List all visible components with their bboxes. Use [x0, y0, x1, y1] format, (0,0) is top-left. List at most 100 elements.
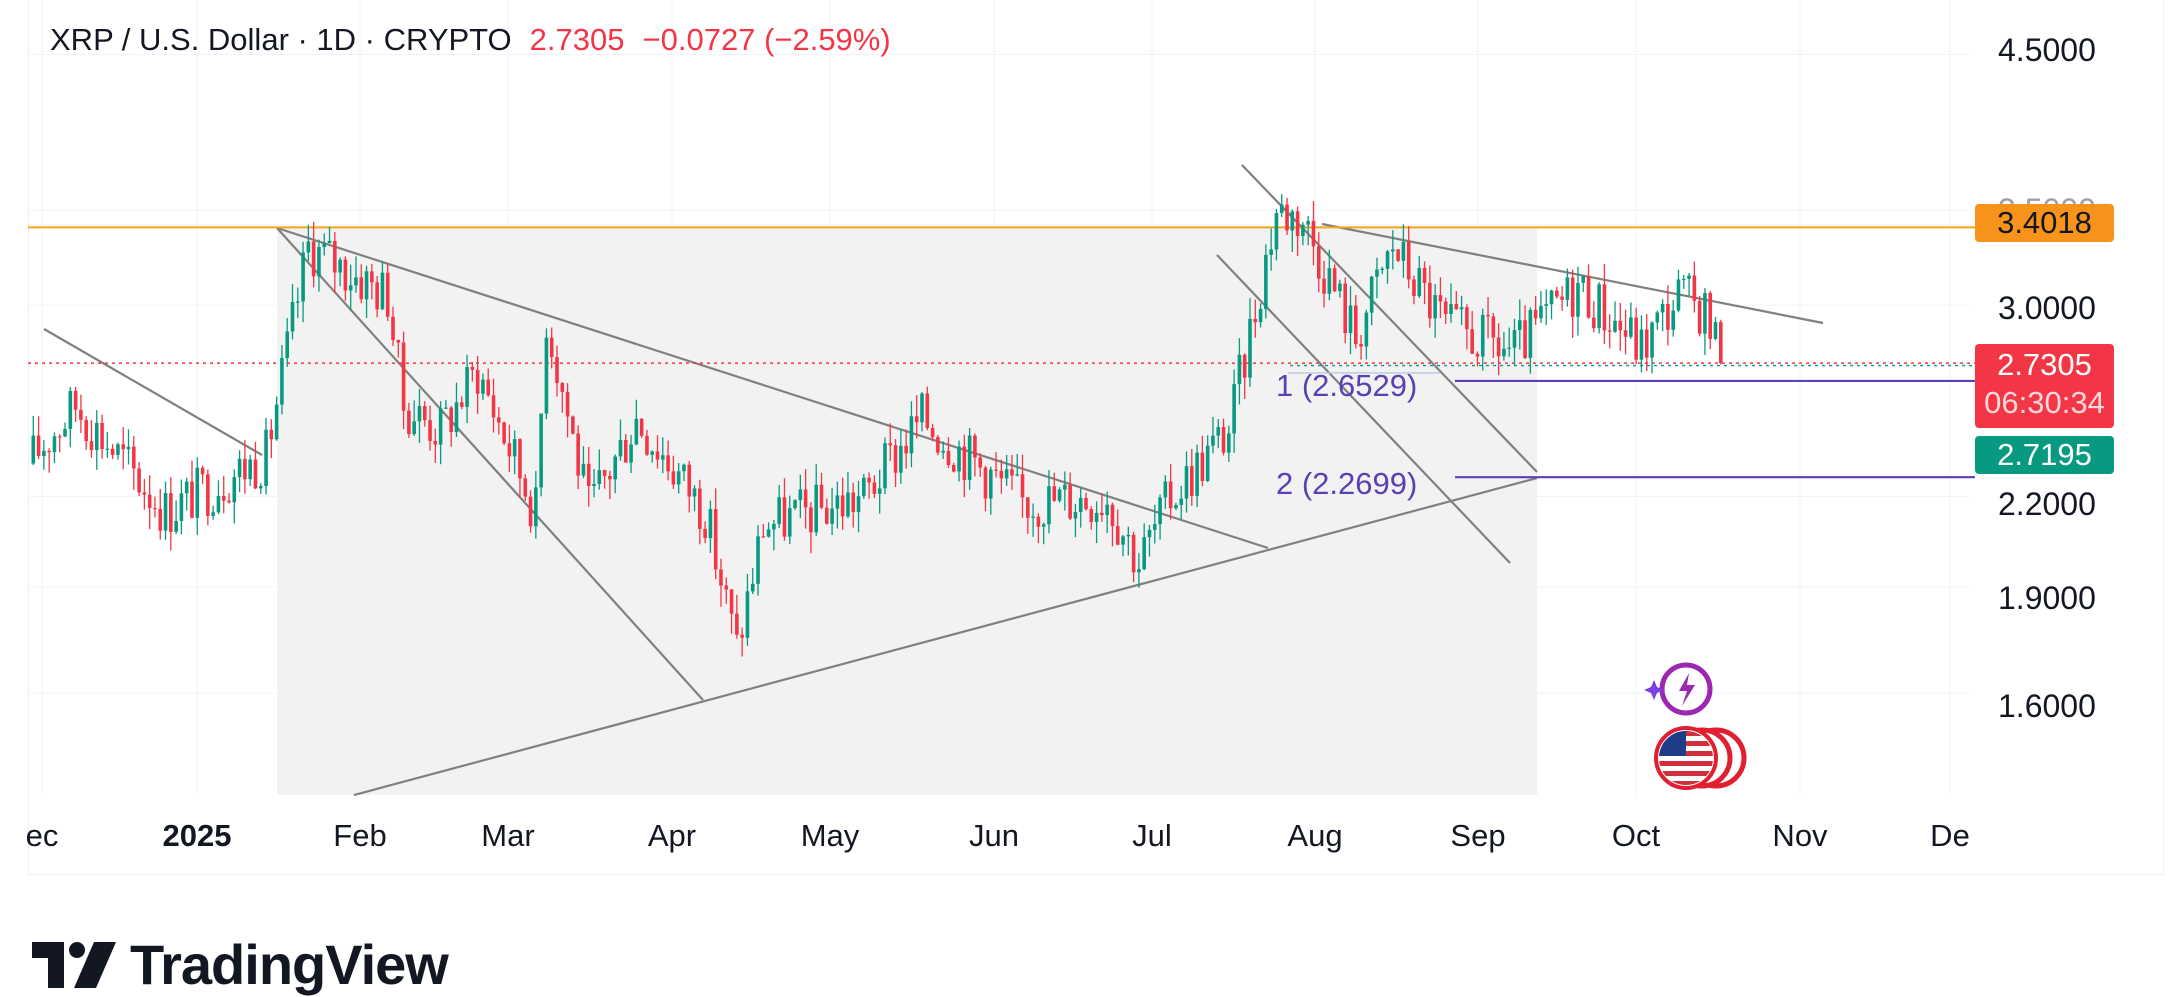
candle-body [1443, 301, 1448, 314]
trend-line [276, 226, 1269, 550]
symbol-title[interactable]: XRP / U.S. Dollar · 1D · CRYPTO [50, 22, 512, 57]
candle-body [158, 508, 163, 531]
candle-body [925, 393, 930, 429]
candle-body [1517, 320, 1522, 331]
candle-body [507, 443, 512, 457]
candle-body [1681, 278, 1686, 281]
candle-body [1327, 268, 1332, 294]
candle-body [618, 439, 623, 457]
candle-body [137, 468, 141, 493]
candle-body [454, 402, 459, 433]
candle-body [110, 448, 115, 455]
fib-level-2-label[interactable]: 2 (2.2699) [1276, 466, 1418, 501]
candle-body [52, 436, 57, 453]
candle-body [682, 464, 686, 472]
candle-body [380, 272, 385, 310]
candle-body [1190, 466, 1194, 496]
candle-body [1221, 427, 1226, 453]
candle-body [1332, 268, 1337, 292]
x-tick-label: Sep [1450, 818, 1506, 853]
candle-body [1004, 469, 1009, 479]
candle-body [1174, 504, 1178, 509]
candle-body [422, 406, 427, 421]
candle-body [830, 508, 834, 524]
candle-body [1422, 267, 1427, 283]
chart-frame[interactable] [28, 0, 2164, 875]
candle-body [798, 489, 803, 501]
candle-body [1602, 284, 1607, 331]
candle-body [1671, 310, 1675, 330]
candle-body [1343, 283, 1348, 334]
candle-body [951, 465, 956, 472]
candle-body [1168, 481, 1173, 509]
candle-body [1454, 304, 1459, 310]
candle-body [1496, 337, 1501, 357]
candle-body [1650, 322, 1654, 358]
y-tick-label: 2.2000 [1998, 486, 2096, 522]
tradingview-logo[interactable]: TradingView [32, 932, 449, 997]
candle-body [1089, 509, 1094, 523]
candle-body [666, 455, 670, 472]
candle-body [1264, 254, 1268, 309]
candle-body [1158, 497, 1162, 525]
candle-body [1655, 312, 1660, 323]
candle-body [348, 285, 353, 291]
candle-body [1163, 481, 1168, 498]
candle-body [1549, 290, 1554, 305]
candle-body [946, 450, 951, 466]
candle-body [824, 507, 829, 524]
fib-level-1-label[interactable]: 1 (2.6529) [1276, 368, 1418, 403]
candle-body [1152, 524, 1157, 530]
last-price: 2.7305 [529, 22, 625, 57]
candle-body [200, 467, 205, 475]
lightning-event-icon[interactable] [1640, 660, 1716, 718]
y-tick-label: 1.6000 [1998, 688, 2096, 724]
candle-body [1078, 498, 1083, 513]
candle-body [1576, 282, 1580, 317]
candle-body [623, 439, 628, 463]
candle-body [370, 271, 374, 283]
candle-body [936, 437, 940, 453]
candle-body [978, 457, 982, 468]
candle-body [1687, 275, 1691, 279]
candle-body [475, 369, 480, 394]
candle-body [904, 445, 908, 454]
candle-body [750, 583, 755, 592]
candle-body [1666, 304, 1670, 330]
us-flag-economic-events-icon[interactable] [1652, 724, 1752, 792]
x-tick-label: Oct [1611, 818, 1661, 853]
candle-body [1110, 504, 1115, 527]
candle-body [407, 410, 411, 435]
candle-body [248, 459, 252, 480]
candle-body [1348, 305, 1353, 334]
candle-body [1285, 204, 1289, 231]
candle-body [216, 496, 221, 513]
candle-body [57, 436, 62, 438]
candle-body [1533, 309, 1538, 319]
x-tick-label: Jul [1132, 818, 1172, 853]
candle-body [1047, 486, 1051, 525]
candle-body [444, 407, 448, 409]
x-tick-label: 2025 [162, 818, 232, 853]
candle-body [1618, 320, 1623, 331]
trend-line [353, 476, 1538, 797]
candle-body [1359, 344, 1363, 347]
candle-body [385, 272, 390, 317]
candle-body [438, 408, 443, 445]
candle-body [1597, 284, 1601, 329]
candle-body [914, 416, 919, 423]
candle-body [1131, 534, 1136, 573]
candle-body [1205, 445, 1210, 481]
candle-body [89, 441, 94, 451]
candle-body [1401, 241, 1406, 261]
candle-body [994, 469, 998, 471]
candle-body [1126, 534, 1131, 537]
candle-body [1629, 317, 1633, 337]
candle-body [1115, 526, 1120, 545]
candle-body [523, 478, 528, 497]
candle-body [1391, 249, 1395, 252]
candle-body [814, 484, 819, 533]
candle-body [1311, 220, 1316, 247]
candle-body [634, 418, 639, 445]
